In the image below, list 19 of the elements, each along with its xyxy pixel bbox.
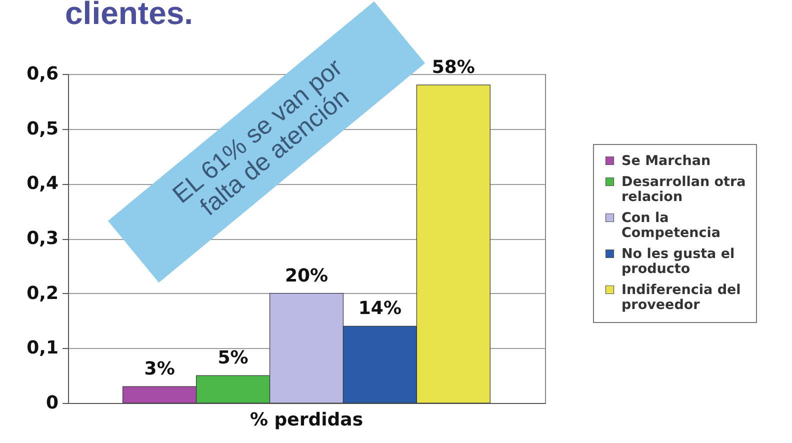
y-tick-label: 0,1 — [26, 338, 58, 359]
data-label: 14% — [358, 298, 402, 320]
data-label: 5% — [218, 348, 248, 369]
y-tick-label: 0,6 — [26, 64, 58, 84]
y-tick-label: 0 — [46, 392, 58, 414]
legend-label: Desarrollan otra relacion — [622, 174, 746, 205]
legend-label: Indiferencia del proveedor — [622, 282, 741, 313]
x-tick-label: % perdidas — [250, 410, 364, 430]
y-tick-label: 0,3 — [26, 228, 58, 249]
y-tick-label: 0,4 — [26, 173, 58, 194]
data-label: 3% — [144, 358, 175, 380]
legend-label: Se Marchan — [622, 152, 711, 169]
legend-label: No les gusta el producto — [622, 246, 735, 277]
legend-label: Con la Competencia — [622, 210, 721, 241]
chart-title: clientes. — [65, 0, 194, 31]
data-label: 20% — [284, 265, 328, 286]
y-tick-label: 0,2 — [26, 282, 58, 304]
data-label: 58% — [432, 56, 475, 78]
y-tick-label: 0,5 — [26, 118, 58, 140]
